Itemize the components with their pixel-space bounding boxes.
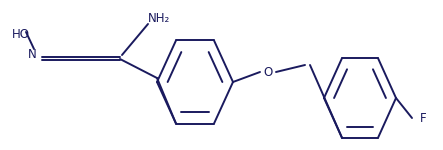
Text: N: N [27,48,36,62]
Text: HO: HO [12,28,30,41]
Text: NH₂: NH₂ [148,12,170,25]
Text: F: F [420,111,427,124]
Text: O: O [264,66,272,78]
